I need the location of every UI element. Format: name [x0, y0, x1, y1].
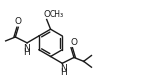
Text: H: H [23, 48, 29, 57]
Text: H: H [60, 68, 67, 77]
Text: N: N [60, 64, 67, 73]
Text: O: O [43, 9, 50, 18]
Text: O: O [70, 38, 77, 47]
Text: CH₃: CH₃ [50, 10, 64, 19]
Text: N: N [23, 44, 29, 53]
Text: O: O [15, 17, 22, 26]
